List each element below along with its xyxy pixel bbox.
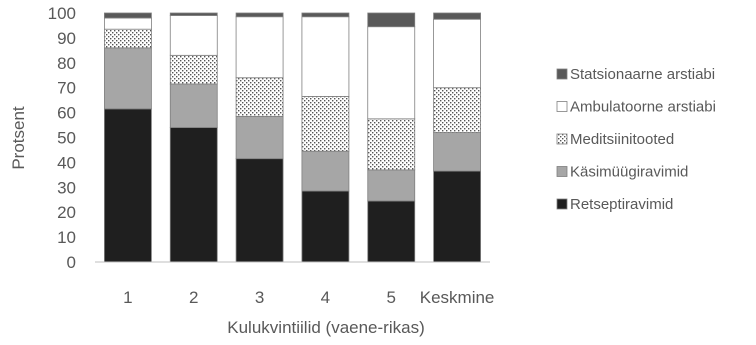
y-tick-label: 80 (57, 54, 76, 73)
bar-segment-2-category-6 (433, 132, 481, 172)
x-tick-labels: 1 2 3 4 5 Keskmine (123, 288, 494, 307)
legend-swatch (556, 133, 568, 145)
bar-segment-1-category-1 (104, 108, 152, 263)
legend-label: Käsimüügiravimid (570, 164, 688, 181)
legend-swatch (556, 166, 568, 177)
bar-segment-5-category-4 (301, 12, 350, 18)
y-tick-label: 60 (57, 104, 76, 123)
bars-layer (104, 12, 481, 263)
legend-label: Statsionaarne arstiabi (570, 66, 715, 83)
bar-segment-4-category-3 (235, 16, 284, 79)
y-tick-label: 20 (57, 203, 76, 222)
x-tick-label: 5 (387, 288, 396, 307)
bar-segment-2-category-5 (367, 169, 416, 202)
bar-segment-1-category-4 (301, 190, 350, 263)
legend-swatch (556, 198, 568, 210)
bar-segment-4-category-6 (433, 18, 481, 89)
bar-segment-3-category-6 (433, 87, 481, 133)
bar-segment-4-category-4 (301, 16, 350, 97)
bar-segment-3-category-3 (235, 77, 284, 117)
legend-label: Ambulatoorne arstiabi (570, 99, 716, 116)
bar-segment-5-category-3 (235, 12, 284, 18)
bar-segment-5-category-2 (169, 12, 218, 16)
bar-segment-5-category-6 (433, 12, 481, 20)
x-tick-label: 4 (321, 288, 330, 307)
bar-segment-2-category-4 (301, 150, 350, 192)
y-tick-label: 10 (57, 228, 76, 247)
legend-swatch (556, 101, 568, 112)
y-tick-label: 90 (57, 29, 76, 48)
x-tick-label: 2 (189, 288, 198, 307)
bar-segment-1-category-2 (169, 127, 218, 263)
bar-segment-3-category-5 (367, 118, 416, 171)
legend: Statsionaarne arstiabi Ambulatoorne arsti… (556, 66, 716, 213)
bar-segment-3-category-1 (104, 28, 152, 49)
bar-segment-4-category-1 (104, 17, 152, 30)
x-axis-title: Kulukvintiilid (vaene-rikas) (227, 318, 424, 337)
x-tick-label: 1 (123, 288, 132, 307)
bar-segment-2-category-1 (104, 47, 152, 110)
bar-segment-4-category-5 (367, 26, 416, 120)
x-tick-label: 3 (255, 288, 264, 307)
y-tick-label: 70 (57, 79, 76, 98)
bar-segment-3-category-4 (301, 96, 350, 152)
y-axis-title: Protsent (9, 106, 28, 170)
y-tick-label: 40 (57, 153, 76, 172)
y-tick-label: 100 (48, 4, 76, 23)
y-tick-labels: 0 10 20 30 40 50 60 70 80 90 100 (48, 4, 76, 272)
bar-segment-2-category-3 (235, 115, 284, 160)
y-tick-label: 30 (57, 178, 76, 197)
legend-label: Retseptiravimid (570, 196, 673, 213)
bar-segment-1-category-3 (235, 158, 284, 263)
bar-segment-5-category-1 (104, 12, 152, 19)
legend-label: Meditsiinitooted (570, 131, 674, 148)
bar-segment-1-category-6 (433, 170, 481, 263)
bar-segment-5-category-5 (367, 12, 416, 28)
y-tick-label: 50 (57, 129, 76, 148)
bar-segment-4-category-2 (169, 15, 218, 56)
bar-segment-2-category-2 (169, 83, 218, 128)
y-tick-label: 0 (67, 253, 76, 272)
bar-segment-3-category-2 (169, 54, 218, 85)
legend-swatch (556, 68, 568, 80)
bar-segment-1-category-5 (367, 200, 416, 263)
x-tick-label: Keskmine (420, 288, 495, 307)
